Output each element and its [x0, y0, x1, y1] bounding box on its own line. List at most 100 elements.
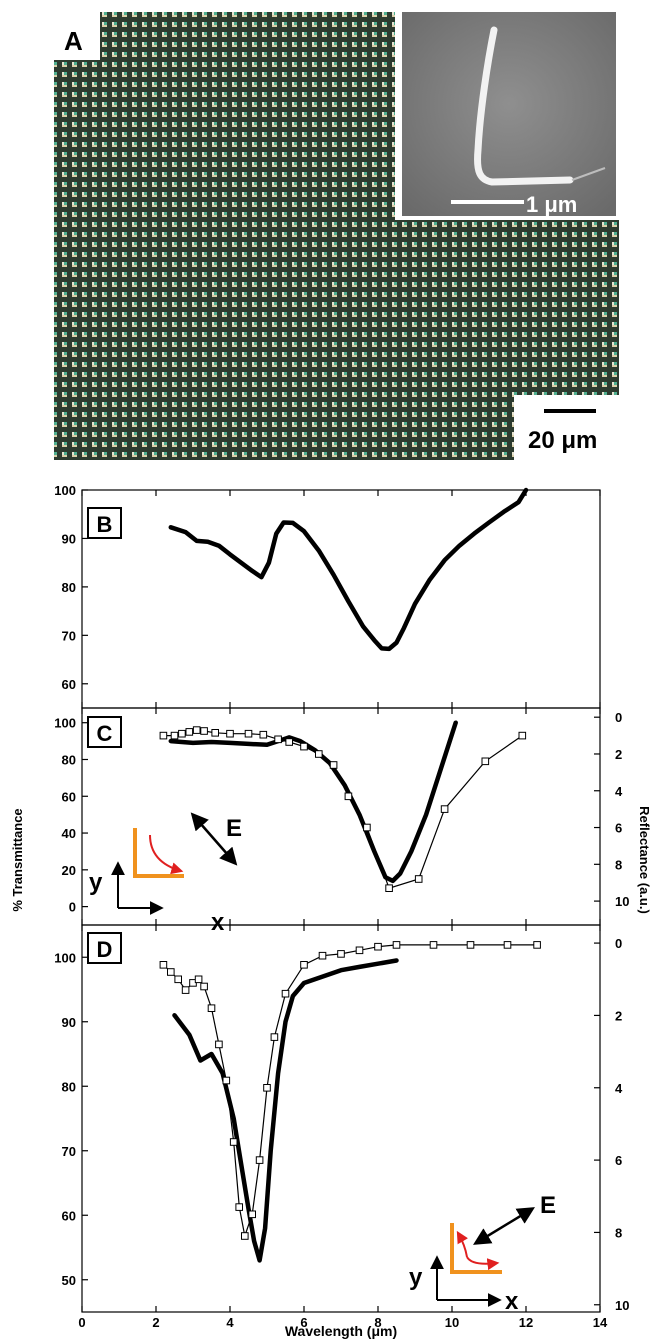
reflectance-point-c [244, 729, 253, 738]
reflectance-point-d [429, 941, 438, 949]
reflectance-point-d [533, 941, 541, 949]
reflectance-point-d [174, 975, 182, 984]
reflectance-point-c [518, 731, 527, 740]
y2-tick-label-d: 2 [615, 1008, 622, 1023]
reflectance-point-c [285, 738, 293, 746]
panel-a: A 1 μm 20 μm [54, 10, 619, 460]
reflectance-point-c [385, 884, 393, 893]
main-scale-label: 20 μm [528, 427, 597, 454]
y-tick-label-b: 90 [62, 531, 76, 546]
c-current-arrow [149, 834, 184, 875]
l-shaped-nanowire [474, 26, 574, 186]
y-tick-label-d: 60 [62, 1208, 76, 1223]
y-tick-label-d: 90 [62, 1015, 76, 1030]
reflectance-point-c [481, 757, 490, 766]
frame-d [81, 924, 601, 1313]
y-tick-label-c: 40 [62, 826, 76, 841]
c-x-axis-label: x [211, 909, 225, 936]
reflectance-point-d [318, 951, 327, 960]
reflectance-point-c [170, 731, 179, 740]
y2-tick-label-d: 0 [615, 936, 622, 951]
y2-tick-label-d: 8 [615, 1225, 622, 1240]
reflectance-point-d [355, 946, 364, 955]
y-tick-label-d: 70 [62, 1144, 76, 1159]
y-tick-label-c: 20 [62, 863, 76, 878]
y-tick-label-b: 60 [62, 677, 76, 692]
reflectance-line-c [163, 729, 523, 889]
x-tick-label: 12 [519, 1315, 533, 1330]
c-e-field-arrow [190, 812, 238, 866]
reflectance-point-d [229, 1138, 238, 1146]
d-current-arrow-right [466, 1256, 500, 1271]
reflectance-point-d [167, 968, 175, 976]
frame-b [81, 489, 601, 709]
reflectance-point-c [200, 727, 208, 735]
reflectance-point-d [159, 961, 168, 969]
d-e-field-arrow [473, 1207, 535, 1245]
reflectance-point-c [274, 735, 282, 744]
y-right-axis-title: Reflectance (a.u.) [637, 806, 652, 914]
x-tick-label: 8 [374, 1315, 381, 1330]
y2-tick-label-c: 4 [615, 784, 623, 799]
reflectance-point-d [222, 1076, 231, 1085]
reflectance-line-d [162, 944, 538, 1239]
reflectance-point-d [248, 1210, 256, 1219]
inset-scale-label: 1 μm [526, 192, 577, 217]
reflectance-point-d [503, 941, 512, 949]
panel-d-label-box [87, 932, 122, 964]
reflectance-point-c [178, 729, 186, 738]
nanowire-shadow [571, 167, 606, 181]
reflectance-point-d [466, 941, 475, 949]
x-tick-label: 4 [226, 1315, 234, 1330]
y-tick-label-b: 100 [54, 483, 76, 498]
x-tick-label: 0 [78, 1315, 85, 1330]
reflectance-point-d [200, 982, 208, 991]
d-y-axis-label: y [409, 1264, 423, 1291]
y-tick-label-c: 0 [69, 900, 76, 915]
reflectance-point-d [300, 961, 308, 969]
panel-a-label: A [64, 26, 83, 56]
reflectance-point-d [241, 1232, 249, 1240]
y-tick-label-d: 80 [62, 1079, 76, 1094]
reflectance-point-d [263, 1084, 271, 1092]
y-tick-label-c: 60 [62, 789, 76, 804]
reflectance-point-c [329, 761, 338, 769]
reflectance-point-d [215, 1040, 223, 1049]
d-current-arrow-up [456, 1230, 469, 1258]
x-tick-label: 2 [152, 1315, 159, 1330]
plots [81, 489, 601, 1313]
reflectance-point-c [192, 726, 201, 734]
panel-c-label-box [87, 716, 122, 748]
y2-tick-label-c: 2 [615, 747, 622, 762]
y-tick-label-b: 80 [62, 580, 76, 595]
y-tick-label-c: 80 [62, 752, 76, 767]
reflectance-point-c [344, 792, 353, 801]
reflectance-point-d [255, 1156, 264, 1164]
panel-c-annotation: E y x [89, 812, 242, 936]
transmittance-line-b [168, 487, 529, 652]
y-tick-label-b: 70 [62, 628, 76, 643]
y-tick-label-d: 100 [54, 950, 76, 965]
reflectance-point-d [392, 941, 401, 949]
panel-d-label-group: D [87, 932, 122, 964]
panel-c-label: C [97, 721, 113, 746]
d-l-shape-icon [450, 1223, 502, 1274]
reflectance-point-d [194, 975, 203, 984]
d-x-axis-label: x [505, 1288, 519, 1315]
d-e-field-label: E [540, 1192, 556, 1219]
reflectance-point-c [185, 728, 194, 736]
reflectance-point-c [211, 729, 219, 737]
panel-d-label: D [97, 937, 113, 962]
reflectance-point-d [374, 942, 382, 951]
y2-tick-label-d: 4 [615, 1081, 623, 1096]
x-axis-title: Wavelength (μm) [285, 1323, 397, 1339]
reflectance-point-d [181, 986, 190, 994]
reflectance-point-c [300, 742, 308, 751]
y2-tick-label-d: 6 [615, 1153, 622, 1168]
reflectance-point-d [281, 989, 290, 998]
reflectance-point-c [440, 805, 449, 813]
y2-tick-label-c: 10 [615, 894, 629, 909]
x-tick-label: 14 [593, 1315, 608, 1330]
panel-b-label-box [87, 507, 122, 539]
